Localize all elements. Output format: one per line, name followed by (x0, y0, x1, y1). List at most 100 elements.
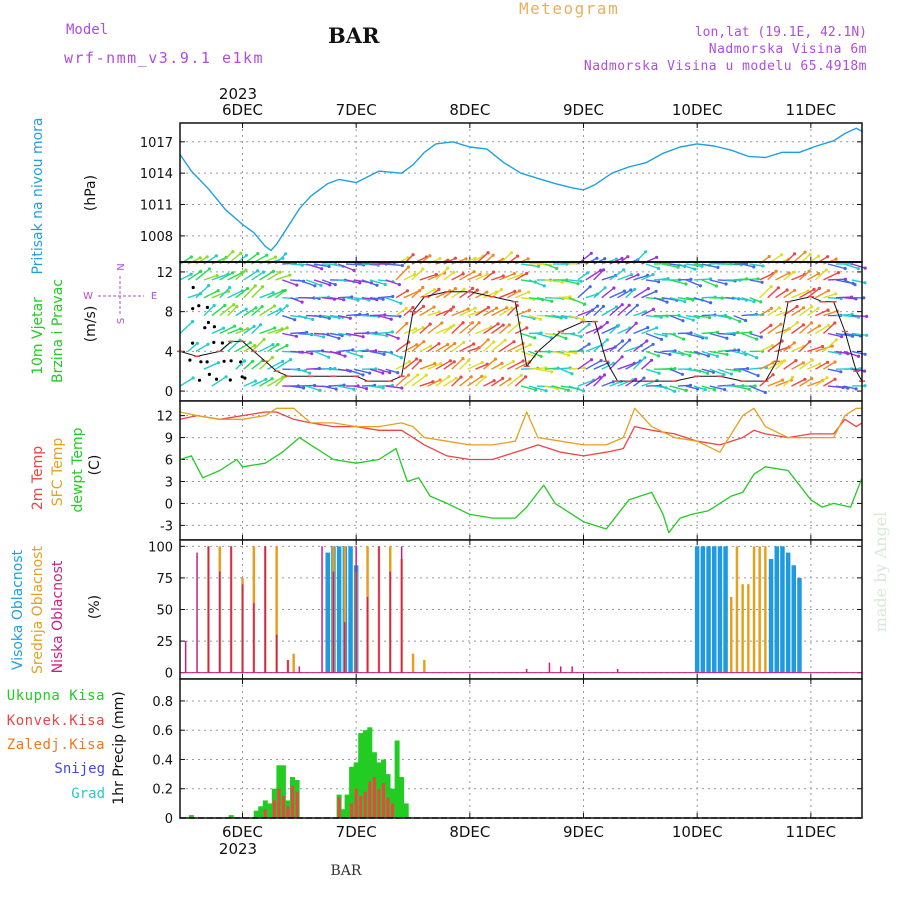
wind-arrow-head (561, 280, 565, 284)
wind-arrow (443, 271, 455, 281)
wind-arrow-head (673, 349, 677, 353)
compass-s-label: S (116, 318, 127, 324)
wind-arrow (219, 272, 233, 281)
wind-arrow (685, 263, 703, 267)
wind-arrow-head (199, 269, 203, 273)
wind-arrow-head (657, 371, 661, 375)
wind-arrow (693, 314, 710, 319)
wind-arrow (235, 269, 247, 281)
wind-arrow-head (501, 376, 505, 380)
wind-arrow (275, 359, 291, 370)
precip-bar (385, 774, 391, 818)
wind-arrow-head (238, 327, 243, 331)
wind-arrow (377, 368, 390, 374)
wind-arrow (475, 376, 486, 387)
wind-arrow-head (668, 352, 672, 357)
wind-arrow (601, 346, 616, 353)
wind-arrow-head (364, 387, 369, 391)
wind-arrow (369, 385, 384, 389)
wind-arrow (749, 279, 763, 283)
wind-arrow-head (492, 379, 496, 383)
wind-arrow (411, 305, 424, 317)
precip-bar (372, 777, 376, 818)
wind-arrow (701, 263, 719, 269)
y-tick-label: 0.2 (152, 783, 173, 798)
wind-arrow-head (199, 360, 203, 364)
wind-arrow (669, 332, 684, 340)
wind-arrow-head (462, 287, 466, 291)
wind-arrow (645, 350, 659, 357)
wind-arrow (321, 385, 337, 390)
wind-arrow-head (688, 383, 693, 387)
wind-arrow-head (746, 367, 750, 371)
wind-arrow-head (471, 286, 475, 290)
wind-arrow (807, 379, 823, 387)
wind-arrow-head (493, 357, 498, 361)
wind-arrow-head (655, 378, 659, 383)
wind-arrow-head (508, 377, 512, 381)
wind-arrow-head (704, 336, 709, 340)
wind-arrow (585, 326, 602, 335)
wind-arrow (568, 314, 584, 321)
wind-arrow-head (453, 341, 457, 346)
wind-arrow (593, 321, 608, 335)
wind-arrow (507, 290, 520, 299)
wind-arrow-head (681, 319, 685, 323)
y-tick-label: 25 (156, 635, 173, 650)
wind-arrow (560, 350, 576, 354)
wind-arrow-head (774, 269, 778, 273)
wind-arrow (219, 287, 231, 299)
wind-arrow (669, 279, 687, 285)
wind-arrow-head (787, 271, 791, 275)
wind-arrow (609, 269, 625, 281)
wind-arrow-head (684, 282, 688, 286)
y-tick-label: -3 (160, 519, 173, 534)
y-tick-label: 0.6 (152, 724, 173, 739)
wind-arrow-head (454, 376, 458, 380)
wind-arrow (585, 376, 601, 387)
wind-arrow (467, 347, 480, 353)
wind-arrow-head (651, 342, 655, 346)
wind-arrow-head (342, 383, 346, 387)
wind-arrow (822, 322, 836, 335)
wind-arrow-head (862, 369, 867, 373)
wind-arrow (403, 289, 420, 299)
wind-arrow (219, 304, 235, 317)
cloud-bar (423, 660, 426, 673)
wind-arrow-head (215, 273, 219, 278)
wind-arrow (490, 324, 504, 335)
wind-arrow (179, 377, 194, 387)
wind-arrow-head (203, 326, 207, 330)
wind-arrow-head (231, 271, 235, 275)
wind-arrow-head (191, 376, 195, 380)
wind-arrow (807, 363, 820, 370)
wind-arrow (799, 322, 812, 335)
wind-arrow (259, 305, 275, 317)
wind-arrow (459, 322, 473, 335)
cloud-bar (785, 552, 791, 673)
wind-arrow-head (809, 321, 814, 325)
wind-arrow (814, 377, 828, 387)
wind-arrow (321, 332, 340, 339)
wind-arrow (395, 266, 409, 281)
wind-arrow-head (352, 268, 356, 272)
wind-arrow (475, 326, 492, 335)
wind-arrow (633, 357, 646, 370)
wind-arrow-head (601, 304, 606, 308)
wind-arrow-head (270, 377, 274, 381)
wind-arrow (807, 325, 820, 335)
wind-arrow (475, 363, 488, 370)
precip-legend-total: Ukupna Kisa (7, 688, 105, 704)
wind-arrow (822, 339, 837, 352)
cloud-bar (389, 571, 391, 673)
top-year-label: 2023 (219, 85, 257, 103)
top-date-label: 9DEC (563, 101, 604, 119)
wind-arrow-head (626, 255, 630, 259)
wind-arrow (528, 314, 541, 320)
wind-arrow-head (826, 255, 830, 259)
wind-arrow-head (836, 271, 841, 275)
wind-arrow (243, 360, 254, 370)
wind-arrow-head (428, 254, 432, 258)
wind-arrow-head (826, 360, 830, 364)
